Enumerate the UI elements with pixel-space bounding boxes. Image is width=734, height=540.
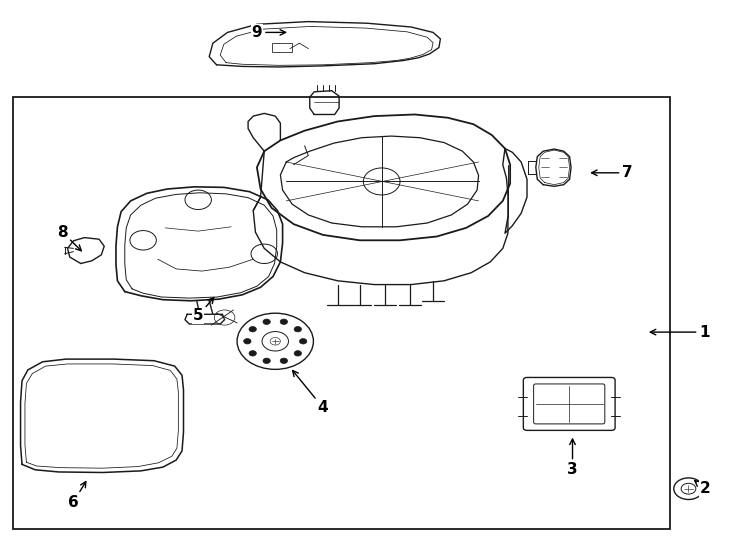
Circle shape: [244, 339, 251, 344]
Circle shape: [263, 319, 270, 325]
Bar: [272, 43, 292, 52]
Circle shape: [263, 358, 270, 363]
Text: 1: 1: [650, 325, 710, 340]
Text: 7: 7: [592, 165, 633, 180]
Circle shape: [249, 327, 256, 332]
Circle shape: [280, 319, 288, 325]
Text: 3: 3: [567, 439, 578, 477]
Text: 8: 8: [57, 225, 81, 251]
Circle shape: [294, 327, 302, 332]
Circle shape: [280, 358, 288, 363]
FancyBboxPatch shape: [534, 384, 605, 424]
Text: 2: 2: [695, 481, 710, 496]
Text: 6: 6: [68, 482, 86, 510]
Circle shape: [249, 350, 256, 356]
Circle shape: [294, 350, 302, 356]
Bar: [13, 97, 670, 529]
Text: 4: 4: [293, 370, 328, 415]
Text: 5: 5: [193, 298, 214, 323]
Circle shape: [299, 339, 307, 344]
Text: 9: 9: [252, 25, 286, 40]
FancyBboxPatch shape: [523, 377, 615, 430]
